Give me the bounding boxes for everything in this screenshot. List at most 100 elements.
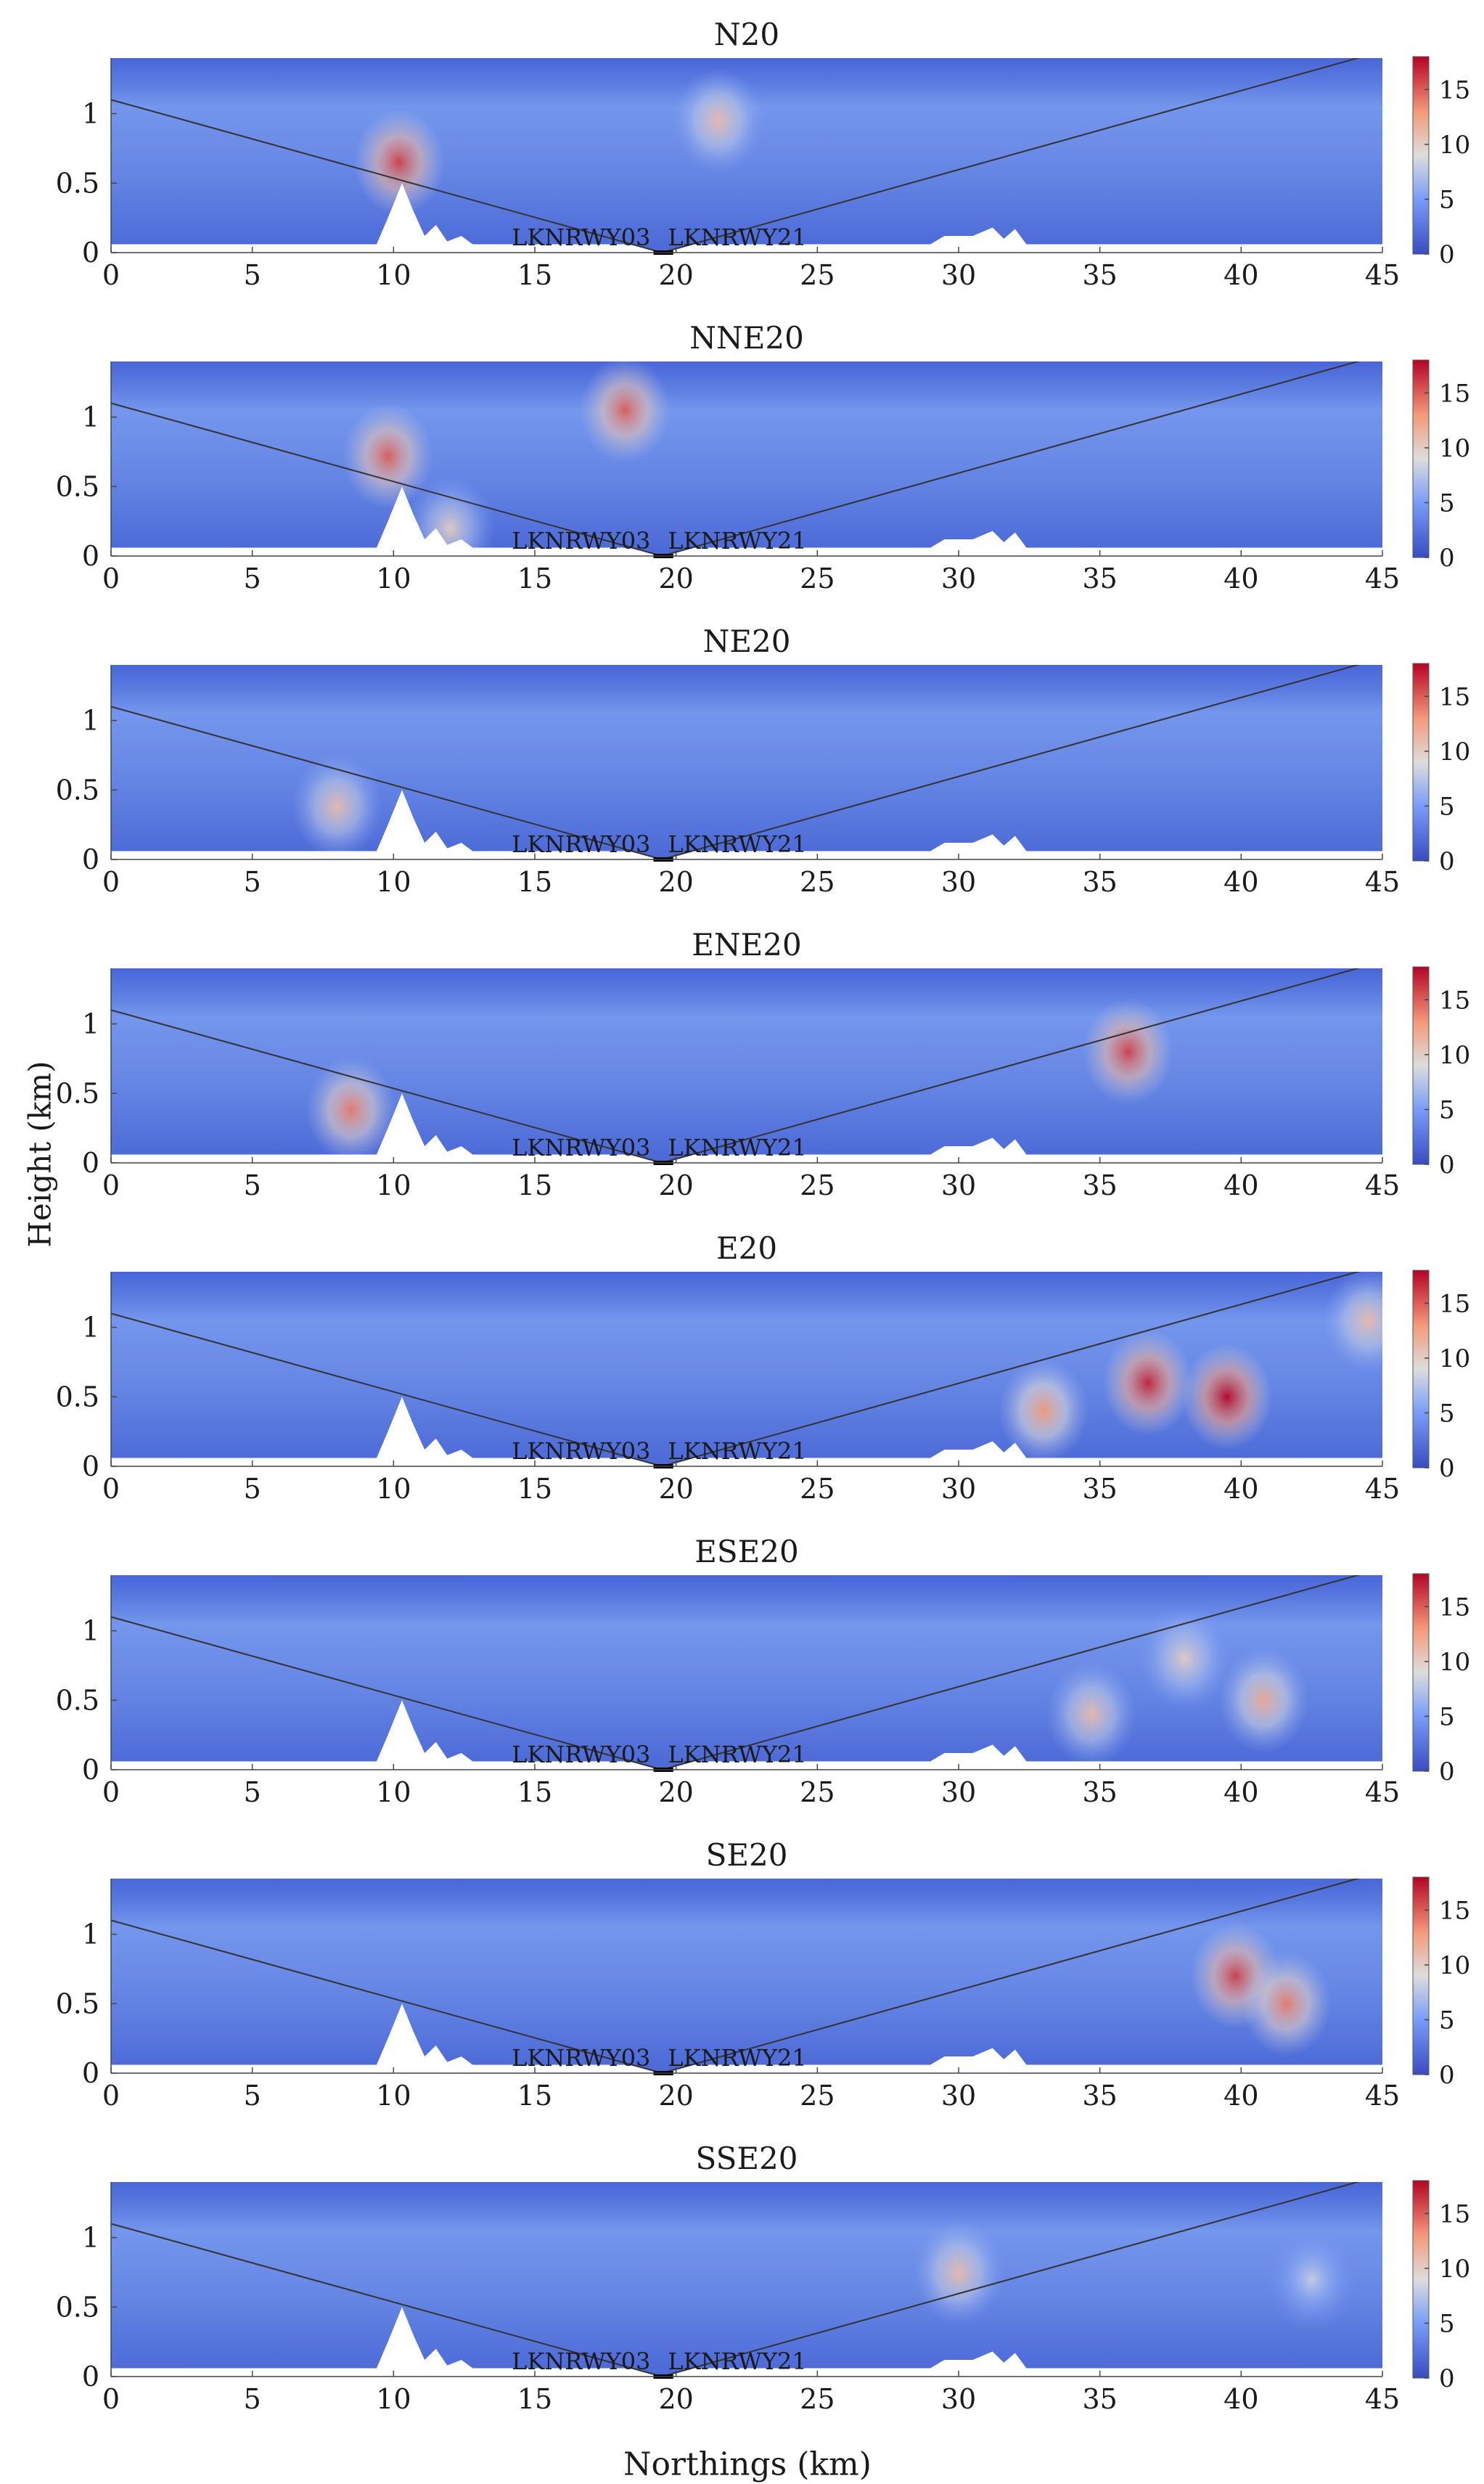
x-tick-label: 10 bbox=[376, 2383, 411, 2415]
y-tick-label: 1 bbox=[82, 705, 99, 737]
glide-path-line bbox=[111, 1879, 1361, 2073]
x-tick-label: 45 bbox=[1365, 259, 1400, 291]
runway-label-03: LKNRWY03 bbox=[512, 224, 650, 251]
x-tick-label: 40 bbox=[1223, 1473, 1258, 1505]
hotspot bbox=[353, 109, 445, 216]
x-tick-label: 30 bbox=[941, 259, 976, 291]
colorbar bbox=[1412, 56, 1430, 255]
runway-label-21: LKNRWY21 bbox=[668, 2044, 806, 2072]
runway-label-03: LKNRWY03 bbox=[512, 2044, 650, 2072]
glide-path-line bbox=[111, 361, 1361, 556]
runway-label-03: LKNRWY03 bbox=[512, 2348, 650, 2375]
colorbar bbox=[1412, 359, 1430, 558]
hotspot bbox=[1323, 1272, 1382, 1373]
colorbar-tick-label: 0 bbox=[1439, 1757, 1455, 1786]
colorbar-tick-label: 5 bbox=[1439, 792, 1455, 821]
heatmap-field bbox=[111, 1272, 1382, 1466]
x-tick-label: 15 bbox=[517, 563, 552, 595]
heatmap-field bbox=[111, 58, 1382, 253]
colorbar bbox=[1412, 1573, 1430, 1772]
y-tick-label: 0 bbox=[82, 2057, 99, 2089]
x-tick-label: 40 bbox=[1223, 2080, 1258, 2112]
hotspot bbox=[343, 403, 433, 509]
colorbar-tick-label: 5 bbox=[1439, 489, 1455, 518]
x-tick-label: 5 bbox=[244, 1169, 261, 1201]
y-tick-label: 0.5 bbox=[56, 1987, 99, 2019]
heatmap-field bbox=[111, 1879, 1382, 2073]
x-tick-label: 15 bbox=[517, 1776, 552, 1808]
runway-label-21: LKNRWY21 bbox=[668, 527, 806, 555]
colorbar-tick-label: 0 bbox=[1439, 544, 1455, 573]
x-tick-label: 35 bbox=[1082, 2080, 1117, 2112]
colorbar-tick-label: 10 bbox=[1439, 1344, 1470, 1373]
hotspot bbox=[998, 1357, 1089, 1464]
glide-path-line bbox=[111, 665, 1361, 859]
x-tick-label: 25 bbox=[800, 1776, 835, 1808]
colorbar-tick-label: 5 bbox=[1439, 1702, 1455, 1731]
runway-label-21: LKNRWY21 bbox=[668, 224, 806, 251]
x-tick-label: 15 bbox=[517, 1169, 552, 1201]
colorbar-tick-label: 0 bbox=[1439, 2364, 1455, 2393]
hotspot bbox=[292, 753, 382, 859]
hotspot bbox=[1241, 1950, 1332, 2057]
x-tick-label: 40 bbox=[1223, 866, 1258, 898]
x-tick-label: 45 bbox=[1365, 1776, 1400, 1808]
y-tick-label: 1 bbox=[82, 2222, 99, 2254]
y-tick-label: 0.5 bbox=[56, 167, 99, 199]
colorbar-tick-label: 5 bbox=[1439, 1095, 1455, 1124]
colorbar bbox=[1412, 2180, 1430, 2379]
subplot-title: ENE20 bbox=[692, 927, 802, 963]
colorbar-tick-label: 15 bbox=[1439, 1896, 1470, 1925]
terrain-mask bbox=[111, 2307, 1382, 2377]
x-tick-label: 20 bbox=[658, 259, 693, 291]
hotspot bbox=[1046, 1661, 1137, 1768]
y-tick-label: 0.5 bbox=[56, 470, 99, 502]
x-tick-label: 35 bbox=[1082, 563, 1117, 595]
x-tick-label: 30 bbox=[941, 1776, 976, 1808]
x-tick-label: 15 bbox=[517, 2383, 552, 2415]
x-tick-label: 45 bbox=[1365, 1169, 1400, 1201]
heatmap-field bbox=[111, 665, 1382, 859]
x-tick-label: 0 bbox=[102, 1473, 120, 1505]
colorbar-tick-label: 10 bbox=[1439, 1951, 1470, 1980]
x-tick-label: 5 bbox=[244, 1473, 261, 1505]
x-tick-label: 15 bbox=[517, 2080, 552, 2112]
colorbar bbox=[1412, 966, 1430, 1165]
x-tick-label: 40 bbox=[1223, 2383, 1258, 2415]
x-tick-label: 40 bbox=[1223, 1776, 1258, 1808]
hotspot bbox=[1083, 999, 1173, 1105]
x-tick-label: 35 bbox=[1082, 1169, 1117, 1201]
heatmap-field bbox=[111, 361, 1382, 556]
y-tick-label: 0.5 bbox=[56, 2291, 99, 2323]
hotspot bbox=[1181, 1344, 1273, 1450]
x-tick-label: 25 bbox=[800, 866, 835, 898]
heatmap-field bbox=[111, 2182, 1382, 2377]
runway-label-03: LKNRWY03 bbox=[512, 527, 650, 555]
colorbar-tick-label: 15 bbox=[1439, 986, 1470, 1015]
terrain-mask bbox=[111, 183, 1382, 253]
hotspot bbox=[1218, 1647, 1309, 1754]
hotspot bbox=[306, 1057, 397, 1163]
x-tick-label: 25 bbox=[800, 1169, 835, 1201]
y-tick-label: 0 bbox=[82, 843, 99, 875]
hotspot bbox=[580, 361, 671, 463]
x-tick-label: 30 bbox=[941, 1473, 976, 1505]
x-tick-label: 20 bbox=[658, 1473, 693, 1505]
x-tick-label: 10 bbox=[376, 1473, 411, 1505]
runway-label-03: LKNRWY03 bbox=[512, 1437, 650, 1465]
x-tick-label: 40 bbox=[1223, 563, 1258, 595]
runway-label-21: LKNRWY21 bbox=[668, 1741, 806, 1768]
terrain-mask bbox=[111, 2003, 1382, 2073]
colorbar-tick-label: 5 bbox=[1439, 2309, 1455, 2338]
x-tick-label: 10 bbox=[376, 2080, 411, 2112]
x-tick-label: 25 bbox=[800, 2383, 835, 2415]
x-tick-label: 30 bbox=[941, 1169, 976, 1201]
x-tick-label: 10 bbox=[376, 1776, 411, 1808]
hotspot bbox=[913, 2219, 1004, 2326]
x-tick-label: 15 bbox=[517, 1473, 552, 1505]
